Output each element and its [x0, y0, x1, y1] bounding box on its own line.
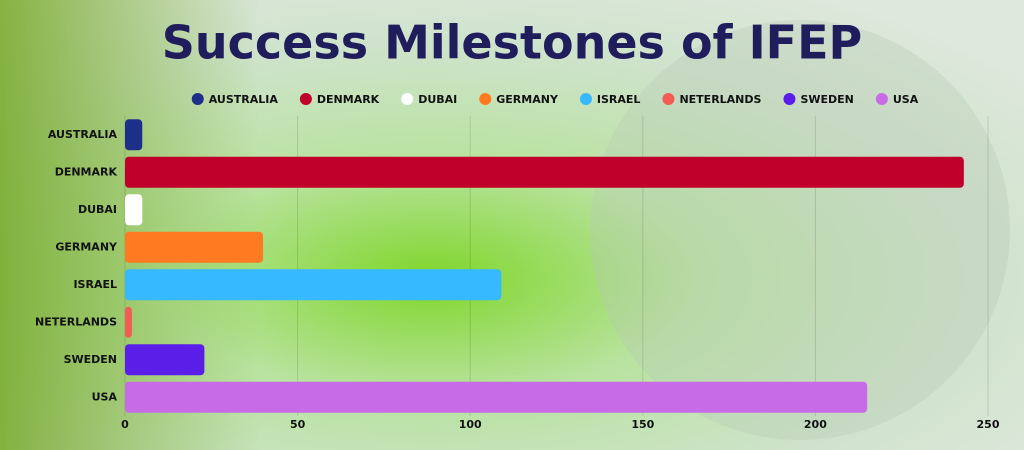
globe	[590, 20, 1010, 440]
legend: AUSTRALIA DENMARK DUBAI GERMANY ISRAEL NETERL…	[191, 93, 919, 106]
y-tick-label: AUSTRALIA	[48, 128, 118, 141]
y-tick-label: USA	[92, 390, 118, 403]
legend-label: DUBAI	[418, 93, 457, 106]
legend-marker	[783, 93, 796, 105]
bar	[125, 344, 205, 376]
legend-label: AUSTRALIA	[209, 93, 279, 106]
legend-marker	[479, 93, 492, 105]
x-tick-label: 250	[977, 418, 1000, 431]
legend-marker	[875, 93, 888, 105]
legend-label: DENMARK	[317, 93, 380, 106]
x-tick-label: 50	[290, 418, 306, 431]
x-tick-label: 100	[459, 418, 482, 431]
y-tick-label: DENMARK	[55, 165, 118, 178]
x-tick-label: 200	[804, 418, 827, 431]
bar	[125, 381, 868, 413]
y-tick-label: GERMANY	[55, 240, 118, 253]
bar	[125, 194, 143, 226]
legend-marker	[191, 93, 204, 105]
y-tick-label: ISRAEL	[73, 278, 117, 291]
legend-label: SWEDEN	[800, 93, 853, 106]
legend-label: ISRAEL	[597, 93, 641, 106]
bar	[125, 269, 502, 301]
x-tick-label: 0	[121, 418, 129, 431]
bar	[125, 231, 264, 263]
legend-marker	[579, 93, 592, 105]
bar	[125, 156, 964, 188]
legend-marker	[662, 93, 675, 105]
legend-marker	[401, 93, 414, 105]
y-tick-label: NETERLANDS	[35, 315, 117, 328]
legend-marker	[299, 93, 312, 105]
bar	[125, 119, 143, 151]
chart-title: Success Milestones of IFEP	[162, 16, 863, 70]
legend-label: GERMANY	[496, 93, 559, 106]
legend-label: NETERLANDS	[679, 93, 761, 106]
bar	[125, 306, 132, 338]
y-tick-label: SWEDEN	[64, 353, 117, 366]
x-tick-label: 150	[631, 418, 654, 431]
legend-label: USA	[893, 93, 919, 106]
y-tick-label: DUBAI	[78, 203, 117, 216]
